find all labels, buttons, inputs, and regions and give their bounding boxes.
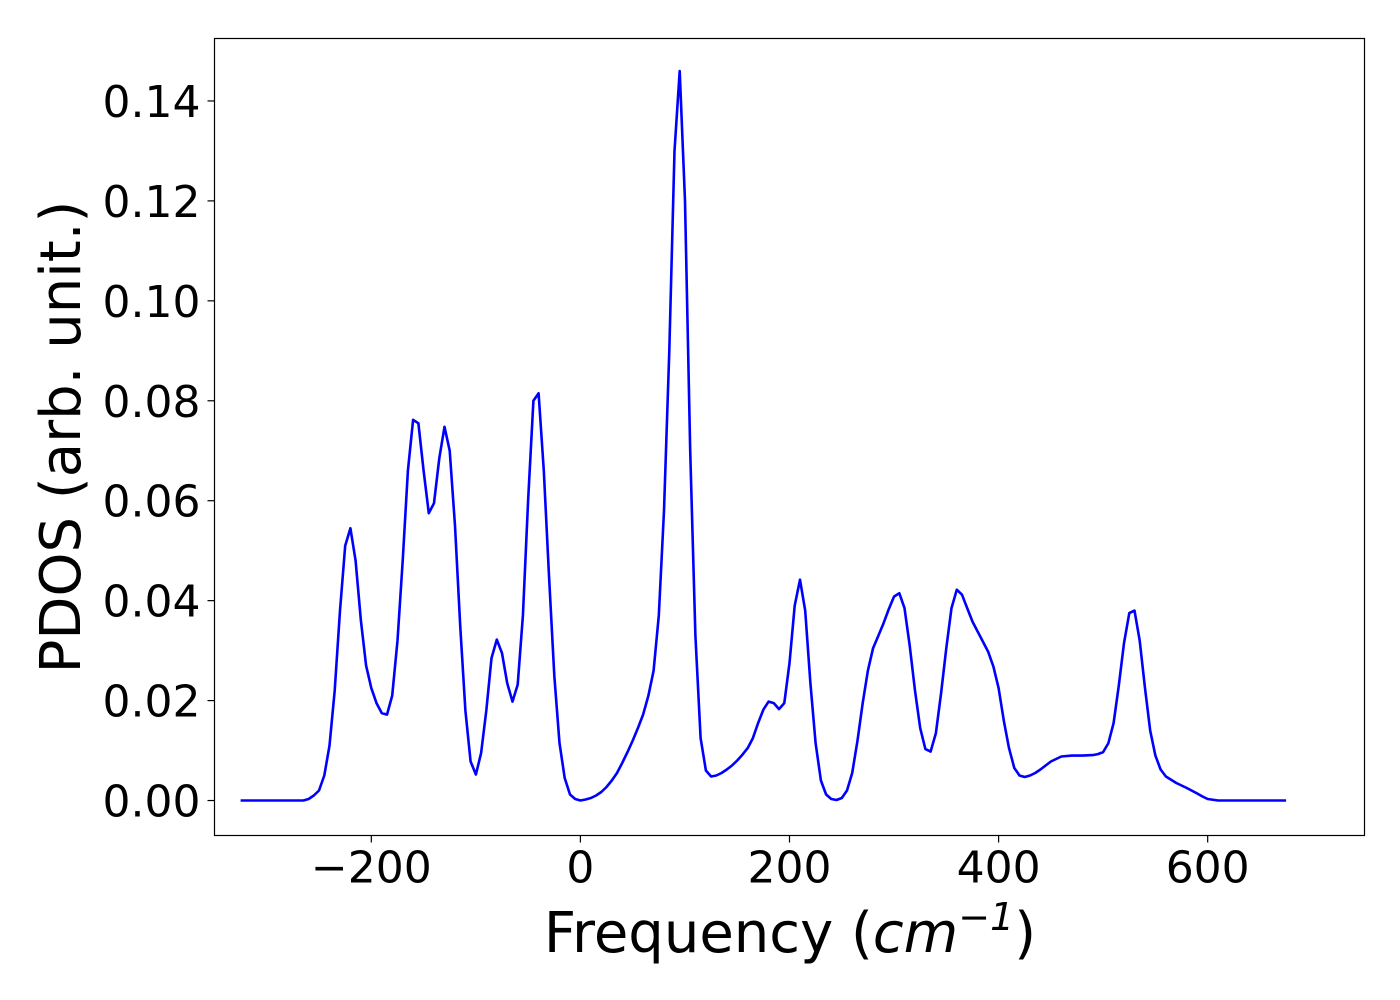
y-tick-label: 0.04 (103, 577, 201, 628)
y-axis-ticks: 0.00 0.02 0.04 0.06 0.08 0.10 0.12 0.14 (103, 77, 215, 828)
x-tick-label: 0 (566, 843, 594, 894)
y-tick-label: 0.12 (103, 177, 201, 228)
y-tick-label: 0.14 (103, 77, 201, 128)
y-axis-label: PDOS (arb. unit.) (29, 201, 94, 674)
x-axis-label-main: Frequency ( (544, 901, 873, 966)
x-tick-label: 600 (1166, 843, 1250, 894)
x-axis-label: Frequency (cm−1) (544, 895, 1036, 966)
y-tick-label: 0.06 (103, 477, 201, 528)
y-tick-label: 0.02 (103, 677, 201, 728)
plot-frame (213, 37, 1366, 837)
x-axis-ticks: −200 0 200 400 600 (311, 835, 1250, 894)
x-tick-label: 400 (957, 843, 1041, 894)
y-tick-label: 0.10 (103, 277, 201, 328)
x-tick-label: −200 (311, 843, 432, 894)
plot-area (240, 69, 1287, 802)
x-axis-label-exponent: −1 (958, 895, 1014, 939)
y-tick-label: 0.08 (103, 377, 201, 428)
y-tick-label: 0.00 (103, 777, 201, 828)
x-tick-label: 200 (748, 843, 832, 894)
series-line-0 (240, 69, 1287, 802)
x-axis-label-math: cm (873, 901, 958, 966)
x-axis-label-close: ) (1014, 901, 1036, 966)
